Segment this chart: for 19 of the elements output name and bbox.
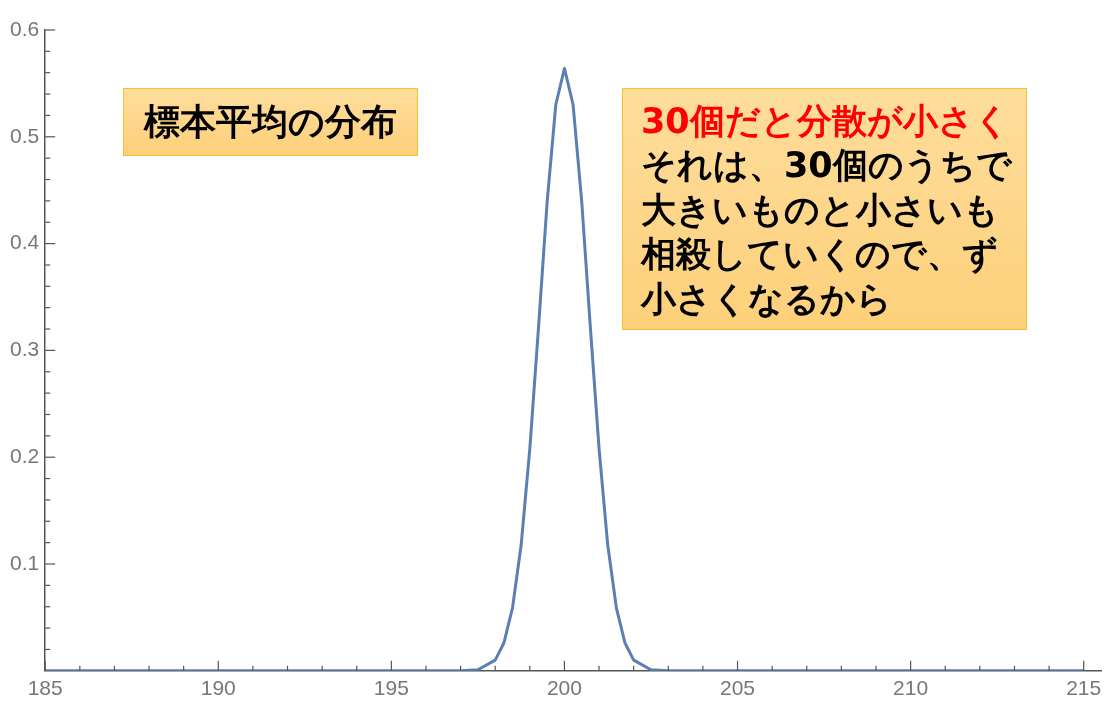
annotation: 小さくなるから [641,277,893,321]
y-tick-label: 0.4 [9,230,40,254]
y-tick-label: 0.3 [9,337,40,361]
annotation: 相殺していくので、ず [641,233,999,277]
x-tick-label: 195 [373,676,409,700]
y-tick-label: 0.5 [9,123,40,147]
x-tick-label: 200 [546,676,582,700]
annotation: 標本平均の分布 [123,88,418,156]
annotation: 30個だと分散が小さく [641,100,1011,143]
x-tick-label: 185 [27,676,63,700]
y-tick-label: 0.1 [9,550,40,574]
x-tick-label: 205 [720,676,756,700]
x-tick-label: 215 [1066,676,1102,700]
x-tick-label: 190 [200,676,236,700]
y-tick-label: 0.6 [9,16,40,40]
annotation: それは、30個のうちで [641,144,1012,188]
x-tick-label: 210 [893,676,929,700]
annotation: 大きいものと小さいも [641,188,1000,232]
y-tick-label: 0.2 [9,444,40,467]
